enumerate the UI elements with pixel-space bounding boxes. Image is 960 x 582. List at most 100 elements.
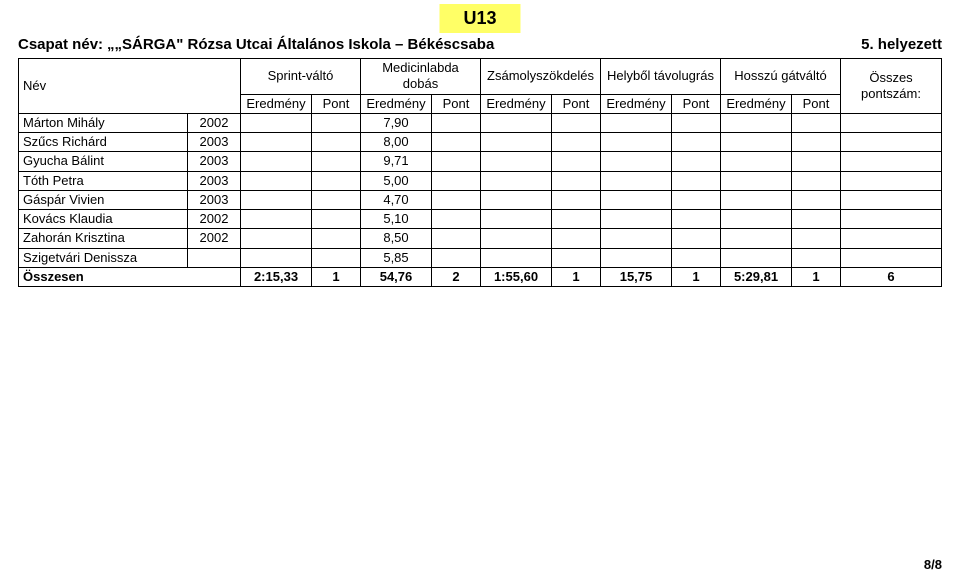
totals-zsa-res: 1:55,60: [481, 267, 552, 286]
cell-total: [841, 113, 942, 132]
results-table: Név Sprint-váltó Medicinlabda dobás Zsám…: [18, 58, 942, 287]
hdr-zsa-pt: Pont: [552, 94, 601, 113]
cell-name: Márton Mihály: [19, 113, 188, 132]
cell-med-pt: [432, 171, 481, 190]
cell-tav-res: [601, 229, 672, 248]
cell-year: 2002: [188, 113, 241, 132]
cell-sprint-pt: [312, 171, 361, 190]
cell-med-pt: [432, 133, 481, 152]
table-row: Szigetvári Denissza 5,85: [19, 248, 942, 267]
hdr-med-pt: Pont: [432, 94, 481, 113]
cell-total: [841, 248, 942, 267]
table-row: Kovács Klaudia20025,10: [19, 210, 942, 229]
cell-total: [841, 171, 942, 190]
placement: 5. helyezett: [861, 36, 942, 53]
cell-zsa-pt: [552, 248, 601, 267]
cell-sprint-res: [241, 229, 312, 248]
cell-zsa-pt: [552, 152, 601, 171]
totals-tav-pt: 1: [672, 267, 721, 286]
cell-name: Gáspár Vivien: [19, 190, 188, 209]
table-row: Tóth Petra2003 5,00: [19, 171, 942, 190]
cell-med-pt: [432, 113, 481, 132]
cell-gat-pt: [792, 171, 841, 190]
cell-total: [841, 190, 942, 209]
totals-sprint-pt: 1: [312, 267, 361, 286]
cell-zsa-pt: [552, 229, 601, 248]
cell-name: Szűcs Richárd: [19, 133, 188, 152]
totals-label: Összesen: [19, 267, 241, 286]
cell-med-res: 8,00: [361, 133, 432, 152]
cell-med-res: 5,10: [361, 210, 432, 229]
hdr-sprint-res: Eredmény: [241, 94, 312, 113]
cell-sprint-pt: [312, 210, 361, 229]
cell-med-pt: [432, 210, 481, 229]
cell-zsa-pt: [552, 210, 601, 229]
cell-sprint-res: [241, 248, 312, 267]
cell-tav-pt: [672, 133, 721, 152]
team-label: Csapat név:: [18, 36, 103, 53]
cell-zsa-res: [481, 190, 552, 209]
cell-tav-pt: [672, 210, 721, 229]
cell-zsa-pt: [552, 113, 601, 132]
cell-gat-pt: [792, 229, 841, 248]
table-row: Zahorán Krisztina20028,50: [19, 229, 942, 248]
hdr-zsamoly: Zsámolyszökdelés: [481, 59, 601, 95]
cell-name: Tóth Petra: [19, 171, 188, 190]
cell-gat-res: [721, 190, 792, 209]
cell-tav-pt: [672, 248, 721, 267]
cell-tav-res: [601, 248, 672, 267]
hdr-total: Összes pontszám:: [841, 59, 942, 114]
hdr-zsa-res: Eredmény: [481, 94, 552, 113]
table-header: Név Sprint-váltó Medicinlabda dobás Zsám…: [19, 59, 942, 114]
cell-med-res: 5,85: [361, 248, 432, 267]
cell-zsa-res: [481, 229, 552, 248]
cell-med-res: 9,71: [361, 152, 432, 171]
cell-total: [841, 133, 942, 152]
cell-sprint-pt: [312, 133, 361, 152]
cell-gat-pt: [792, 190, 841, 209]
cell-med-res: 5,00: [361, 171, 432, 190]
cell-name: Szigetvári Denissza: [19, 248, 188, 267]
table-row: Gyucha Bálint20039,71: [19, 152, 942, 171]
totals-tav-res: 15,75: [601, 267, 672, 286]
cell-gat-pt: [792, 133, 841, 152]
cell-gat-pt: [792, 210, 841, 229]
hdr-tav-pt: Pont: [672, 94, 721, 113]
cell-gat-res: [721, 210, 792, 229]
table-row: Gáspár Vivien20034,70: [19, 190, 942, 209]
totals-sprint-res: 2:15,33: [241, 267, 312, 286]
cell-year: 2002: [188, 229, 241, 248]
cell-tav-res: [601, 133, 672, 152]
hdr-gat-res: Eredmény: [721, 94, 792, 113]
cell-tav-pt: [672, 229, 721, 248]
page: U13 Csapat név: „SÁRGA" Rózsa Utcai Álta…: [0, 0, 960, 582]
cell-sprint-pt: [312, 113, 361, 132]
cell-sprint-res: [241, 210, 312, 229]
cell-tav-pt: [672, 171, 721, 190]
totals-med-res: 54,76: [361, 267, 432, 286]
cell-gat-pt: [792, 113, 841, 132]
cell-gat-pt: [792, 248, 841, 267]
cell-zsa-res: [481, 152, 552, 171]
cell-zsa-res: [481, 248, 552, 267]
cell-zsa-res: [481, 210, 552, 229]
cell-year: 2002: [188, 210, 241, 229]
cell-total: [841, 229, 942, 248]
cell-gat-res: [721, 248, 792, 267]
page-number: 8/8: [924, 557, 942, 572]
cell-tav-res: [601, 210, 672, 229]
cell-sprint-res: [241, 152, 312, 171]
cell-sprint-res: [241, 171, 312, 190]
hdr-tav-res: Eredmény: [601, 94, 672, 113]
cell-year: 2003: [188, 133, 241, 152]
cell-med-pt: [432, 229, 481, 248]
cell-year: 2003: [188, 171, 241, 190]
table-body: Márton Mihály20027,90Szűcs Richárd20038,…: [19, 113, 942, 267]
cell-zsa-pt: [552, 133, 601, 152]
cell-sprint-pt: [312, 152, 361, 171]
cell-tav-pt: [672, 152, 721, 171]
cell-total: [841, 210, 942, 229]
cell-gat-res: [721, 113, 792, 132]
team-line: Csapat név: „SÁRGA" Rózsa Utcai Általáno…: [18, 36, 942, 53]
cell-year: 2003: [188, 152, 241, 171]
